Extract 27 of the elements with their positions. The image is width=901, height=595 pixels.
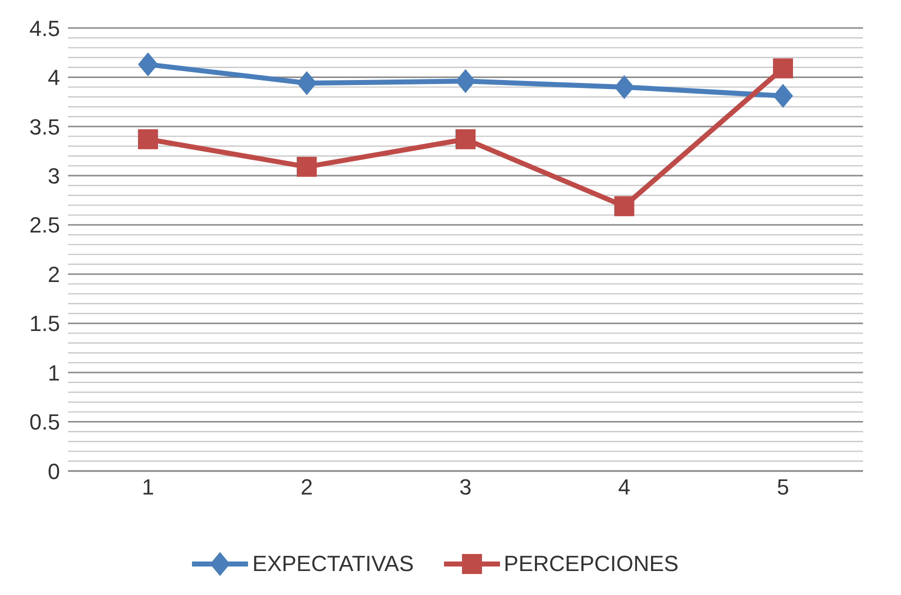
y-tick-label: 3 bbox=[48, 163, 60, 188]
x-tick-label: 2 bbox=[300, 474, 313, 500]
point bbox=[456, 129, 476, 150]
x-tick-label: 3 bbox=[459, 474, 472, 500]
y-tick-label: 2 bbox=[48, 262, 60, 287]
y-tick-label: 0 bbox=[48, 458, 60, 484]
legend-label: PERCEPCIONES bbox=[502, 551, 679, 577]
x-tick-label: 4 bbox=[618, 474, 630, 500]
y-tick-label: 4.5 bbox=[29, 16, 60, 41]
y-tick-label: 3.5 bbox=[29, 114, 60, 140]
y-tick-label: 4 bbox=[48, 65, 60, 90]
point bbox=[138, 52, 158, 76]
point bbox=[773, 58, 793, 78]
legend-label: EXPECTATIVAS bbox=[251, 551, 414, 577]
y-tick-label: 1 bbox=[48, 360, 60, 386]
x-tick-label: 5 bbox=[776, 474, 790, 500]
point bbox=[138, 129, 158, 150]
point bbox=[296, 156, 317, 177]
point bbox=[614, 75, 634, 100]
point bbox=[773, 84, 793, 108]
point bbox=[614, 196, 634, 216]
x-tick-label: 1 bbox=[142, 474, 154, 500]
point bbox=[296, 71, 317, 96]
y-tick-label: 0.5 bbox=[29, 410, 60, 435]
point bbox=[456, 69, 476, 94]
y-tick-label: 2.5 bbox=[29, 212, 60, 238]
y-tick-label: 1.5 bbox=[29, 311, 60, 336]
